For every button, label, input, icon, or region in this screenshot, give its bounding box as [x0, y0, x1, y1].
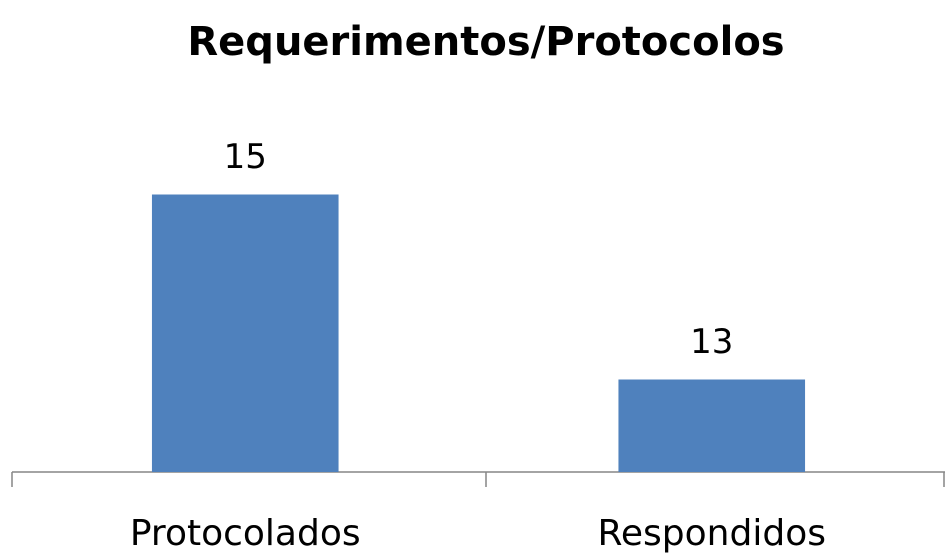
data-label: 15	[224, 137, 267, 177]
x-tick-label: Respondidos	[598, 513, 826, 554]
x-tick-label: Protocolados	[130, 513, 361, 554]
bar	[618, 379, 806, 472]
chart-title: Requerimentos/Protocolos	[187, 19, 784, 65]
bar	[151, 194, 339, 472]
data-label: 13	[690, 322, 733, 362]
